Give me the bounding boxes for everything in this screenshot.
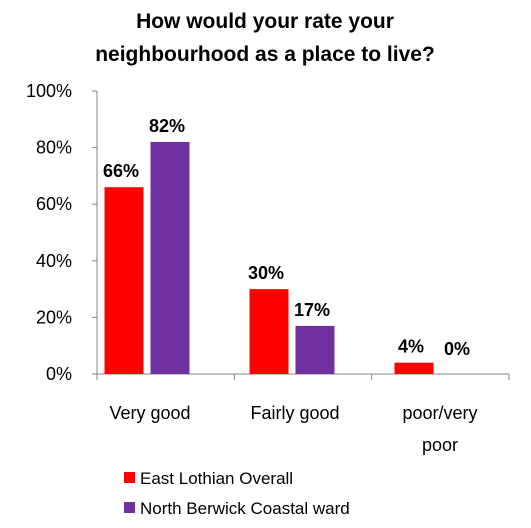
- chart-title-line: neighbourhood as a place to live?: [95, 43, 435, 66]
- category-label: poor/very: [402, 403, 477, 423]
- legend: East Lothian Overall North Berwick Coasta…: [124, 469, 350, 518]
- category-label: poor: [422, 435, 458, 455]
- bar: [150, 141, 190, 374]
- chart-title: How would your rate your neighbourhood as…: [95, 10, 435, 66]
- bar: [249, 289, 289, 374]
- data-label: 17%: [294, 300, 330, 320]
- category-labels: Very good Fairly good poor/very poor: [109, 403, 477, 455]
- y-tick-label: 60%: [36, 194, 72, 214]
- bar: [394, 362, 434, 374]
- bar: [104, 187, 144, 374]
- y-tick-label: 0%: [46, 364, 72, 384]
- y-tick-label: 80%: [36, 138, 72, 158]
- bars: [104, 141, 434, 374]
- legend-label: North Berwick Coastal ward: [140, 499, 350, 518]
- data-label: 30%: [248, 263, 284, 283]
- category-label: Fairly good: [250, 403, 339, 423]
- data-label: 4%: [398, 337, 424, 357]
- y-tick-label: 20%: [36, 307, 72, 327]
- data-label: 0%: [444, 339, 470, 359]
- data-label: 66%: [103, 161, 139, 181]
- legend-swatch: [124, 502, 135, 513]
- legend-label: East Lothian Overall: [140, 469, 293, 488]
- bar: [295, 325, 335, 374]
- y-tick-label: 40%: [36, 251, 72, 271]
- legend-swatch: [124, 472, 135, 483]
- y-tick-label: 100%: [26, 81, 72, 101]
- chart-title-line: How would your rate your: [136, 10, 394, 33]
- data-labels: 66% 30% 4% 82% 17% 0%: [103, 116, 470, 359]
- category-label: Very good: [109, 403, 190, 423]
- data-label: 82%: [149, 116, 185, 136]
